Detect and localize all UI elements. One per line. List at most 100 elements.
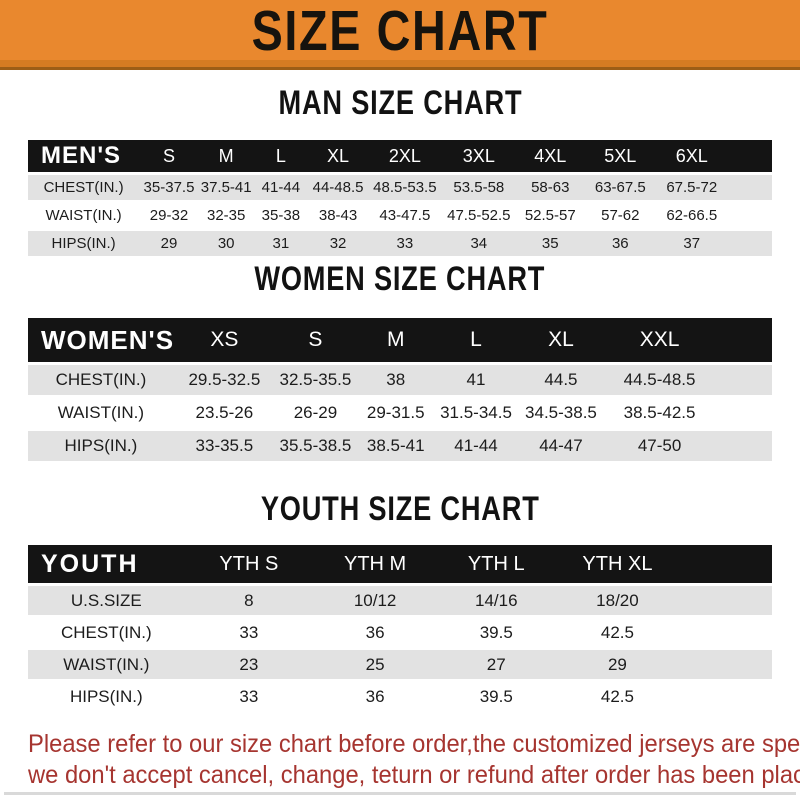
spacer-cell <box>679 545 772 583</box>
spacer-cell <box>714 398 772 428</box>
disclaimer-line-1: Please refer to our size chart before or… <box>28 730 800 758</box>
size-column-header: 5XL <box>584 140 656 172</box>
man-section-heading-text: MAN SIZE CHART <box>278 84 522 122</box>
size-value-cell: 36 <box>365 686 385 706</box>
size-column-header: L <box>253 140 309 172</box>
size-column-header: M <box>198 140 254 172</box>
size-value-cell: 31 <box>272 235 290 252</box>
size-value-cell: 35-38 <box>261 207 301 224</box>
size-value-cell: 33 <box>396 235 414 252</box>
measurement-label: WAIST(IN.) <box>63 654 150 674</box>
table-row: WAIST(IN.) 23 25 27 29 <box>28 650 772 679</box>
table-row: CHEST(IN.) 35-37.5 37.5-41 41-44 44-48.5 48.5… <box>28 175 772 200</box>
size-column-header: 2XL <box>367 140 442 172</box>
table-corner-label: WOMEN'S <box>28 318 174 362</box>
size-value-cell: 62-66.5 <box>666 207 718 224</box>
size-value-cell: 41 <box>466 370 486 389</box>
size-column-header: S <box>274 318 356 362</box>
size-value-cell: 36 <box>611 235 629 252</box>
size-column-header: YTH M <box>313 545 438 583</box>
women-section-heading: WOMEN SIZE CHART <box>0 260 800 298</box>
women-section-heading-text: WOMEN SIZE CHART <box>254 260 546 298</box>
measurement-label: HIPS(IN.) <box>51 235 116 252</box>
size-value-cell: 35-37.5 <box>143 179 195 196</box>
size-value-cell: 63-67.5 <box>594 179 646 196</box>
youth-size-table: YOUTH YTH S YTH M YTH L YTH XL U.S.SIZE 8 10/12… <box>28 542 772 714</box>
size-value-cell: 26-29 <box>293 403 338 422</box>
table-header-row: MEN'S S M L XL 2XL 3XL 4XL 5XL 6XL <box>28 140 772 172</box>
size-value-cell: 39.5 <box>479 622 513 642</box>
table-row: HIPS(IN.) 33-35.5 35.5-38.5 38.5-41 41-44 44-… <box>28 431 772 461</box>
size-column-header: XL <box>308 140 368 172</box>
size-value-cell: 31.5-34.5 <box>440 403 512 422</box>
spacer-cell <box>714 431 772 461</box>
size-value-cell: 29-31.5 <box>366 403 425 422</box>
spacer-cell <box>728 175 772 200</box>
size-column-header: 3XL <box>441 140 516 172</box>
measurement-label: CHEST(IN.) <box>43 179 124 196</box>
size-value-cell: 58-63 <box>531 179 570 196</box>
measurement-label: CHEST(IN.) <box>61 622 152 642</box>
size-value-cell: 38 <box>386 370 406 389</box>
size-value-cell: 29 <box>160 235 178 252</box>
size-value-cell: 38.5-42.5 <box>623 403 696 422</box>
youth-section-heading: YOUTH SIZE CHART <box>0 490 800 528</box>
table-header-row: YOUTH YTH S YTH M YTH L YTH XL <box>28 545 772 583</box>
spacer-cell <box>714 365 772 395</box>
size-value-cell: 38.5-41 <box>366 436 425 455</box>
table-row: WAIST(IN.) 23.5-26 26-29 29-31.5 31.5-34.5 34… <box>28 398 772 428</box>
measurement-label: U.S.SIZE <box>70 590 142 610</box>
size-value-cell: 47.5-52.5 <box>447 207 511 224</box>
size-column-header: L <box>435 318 517 362</box>
size-value-cell: 41-44 <box>261 179 301 196</box>
banner-title: SIZE CHART <box>251 0 549 63</box>
measurement-label: WAIST(IN.) <box>45 207 122 224</box>
disclaimer-text: Please refer to our size chart before or… <box>28 729 800 791</box>
spacer-cell <box>679 650 772 679</box>
size-value-cell: 37.5-41 <box>200 179 252 196</box>
size-value-cell: 29-32 <box>149 207 189 224</box>
size-value-cell: 23 <box>239 654 259 674</box>
size-value-cell: 14/16 <box>474 590 518 610</box>
disclaimer-line-2: we don't accept cancel, change, teturn o… <box>28 761 800 789</box>
table-row: U.S.SIZE 8 10/12 14/16 18/20 <box>28 586 772 615</box>
spacer-cell <box>679 618 772 647</box>
size-column-header: XXL <box>605 318 714 362</box>
table-corner-label: MEN'S <box>28 140 140 172</box>
size-column-header: YTH S <box>184 545 314 583</box>
size-value-cell: 57-62 <box>601 207 640 224</box>
size-value-cell: 10/12 <box>353 590 397 610</box>
size-column-header: S <box>139 140 199 172</box>
size-column-header: 6XL <box>655 140 728 172</box>
size-value-cell: 67.5-72 <box>666 179 718 196</box>
table-row: HIPS(IN.) 33 36 39.5 42.5 <box>28 682 772 711</box>
size-value-cell: 8 <box>244 590 254 610</box>
size-value-cell: 39.5 <box>479 686 513 706</box>
spacer-cell <box>679 586 772 615</box>
size-value-cell: 29.5-32.5 <box>188 370 261 389</box>
size-column-header: 4XL <box>515 140 585 172</box>
size-value-cell: 18/20 <box>596 590 639 610</box>
bottom-divider <box>4 792 796 795</box>
spacer-cell <box>679 682 772 711</box>
size-value-cell: 44.5 <box>544 370 578 389</box>
size-value-cell: 36 <box>365 622 385 642</box>
size-value-cell: 44-47 <box>539 436 583 455</box>
size-column-header: XS <box>173 318 275 362</box>
youth-section-heading-text: YOUTH SIZE CHART <box>260 490 540 528</box>
men-size-table: MEN'S S M L XL 2XL 3XL 4XL 5XL 6XL CHEST(IN.) 35-37… <box>28 137 772 259</box>
size-column-header: XL <box>516 318 606 362</box>
measurement-label: WAIST(IN.) <box>57 403 145 422</box>
size-value-cell: 42.5 <box>600 622 634 642</box>
size-value-cell: 23.5-26 <box>195 403 254 422</box>
size-column-header: YTH XL <box>555 545 680 583</box>
size-value-cell: 38-43 <box>318 207 358 224</box>
size-value-cell: 44.5-48.5 <box>623 370 696 389</box>
spacer-cell <box>728 203 772 228</box>
man-section-heading: MAN SIZE CHART <box>0 84 800 122</box>
size-value-cell: 43-47.5 <box>379 207 431 224</box>
measurement-label: HIPS(IN.) <box>64 436 138 455</box>
size-value-cell: 47-50 <box>637 436 682 455</box>
table-row: HIPS(IN.) 29 30 31 32 33 34 35 36 37 <box>28 231 772 256</box>
